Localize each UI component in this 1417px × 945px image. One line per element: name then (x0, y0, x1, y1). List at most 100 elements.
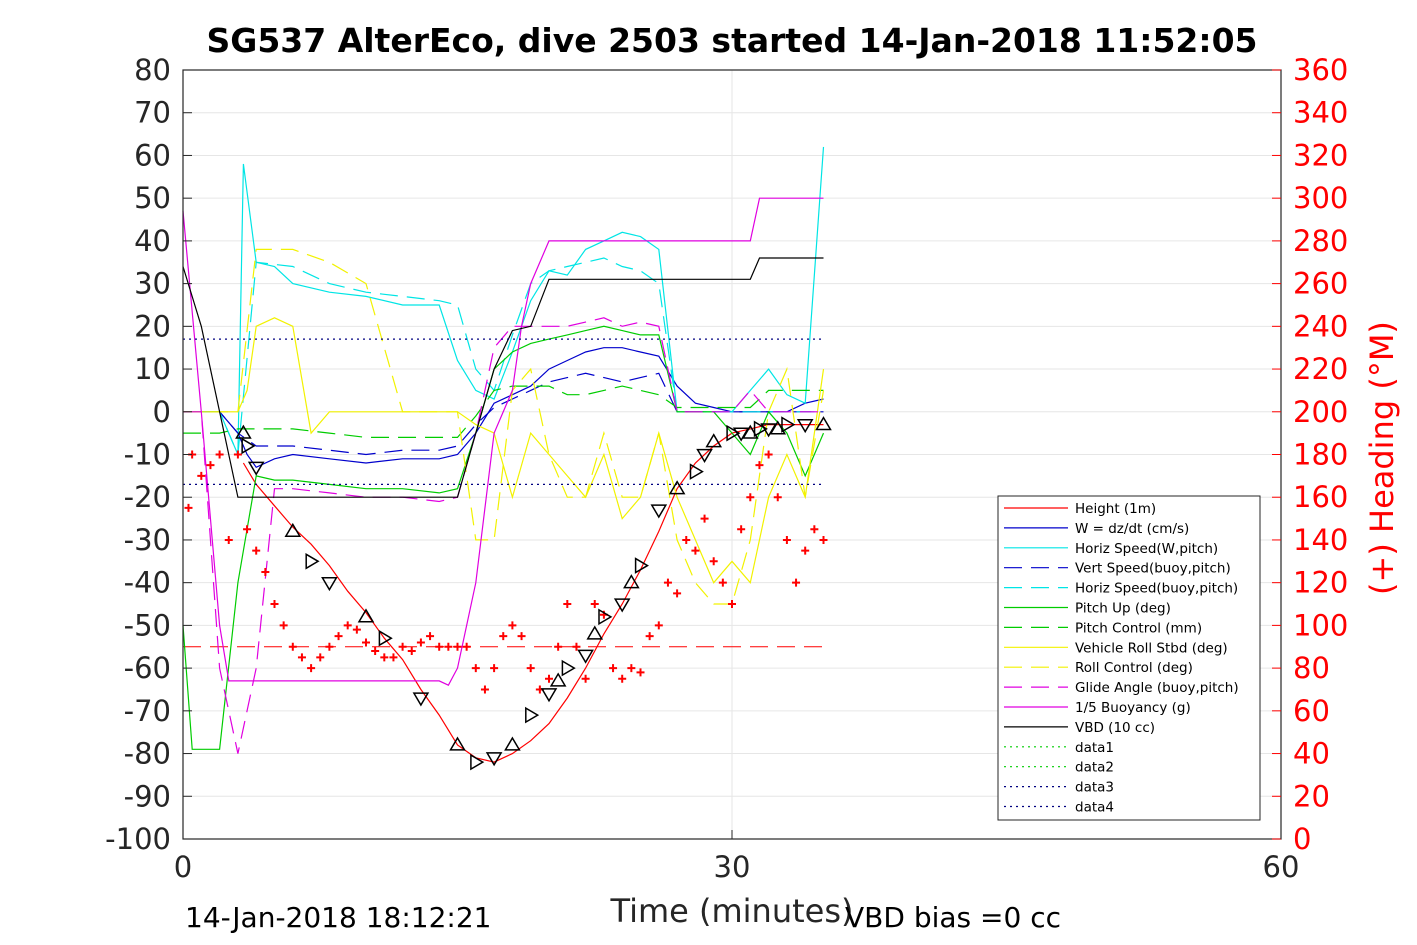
right-tick-label: 300 (1293, 181, 1348, 215)
track-marker (623, 574, 640, 589)
track-marker (284, 522, 302, 538)
track-marker (696, 448, 713, 463)
right-tick-label: 320 (1293, 138, 1348, 172)
heading-point (480, 685, 489, 694)
heading-point (362, 638, 370, 647)
heading-point (764, 450, 773, 459)
heading-point (307, 664, 316, 673)
x-tick-label: 60 (1263, 850, 1300, 884)
heading-point (709, 557, 718, 566)
heading-point (782, 535, 791, 544)
heading-point (416, 638, 425, 647)
series-10-line (182, 197, 824, 686)
left-tick-label: 40 (134, 224, 171, 258)
heading-point (380, 653, 389, 662)
heading-point (426, 632, 435, 641)
heading-point (297, 653, 306, 662)
heading-point (270, 600, 279, 609)
heading-point (773, 493, 782, 502)
legend-label: Roll Control (deg) (1075, 660, 1193, 676)
heading-point (462, 642, 471, 651)
heading-point (636, 668, 645, 677)
left-tick-label: 30 (134, 267, 171, 301)
heading-point (746, 493, 755, 502)
series-4-line (183, 257, 824, 455)
left-tick-label: -80 (124, 737, 171, 771)
left-tick-label: -100 (105, 822, 171, 856)
left-tick-label: -50 (124, 608, 171, 642)
track-marker (796, 418, 814, 434)
heading-point (334, 632, 343, 641)
heading-point (691, 546, 700, 555)
right-tick-label: 80 (1293, 651, 1330, 685)
heading-point (517, 632, 526, 641)
track-marker (241, 437, 256, 455)
triangle-markers (235, 416, 832, 771)
track-marker (378, 629, 393, 647)
heading-point (252, 546, 261, 555)
footer-vbd-bias: VBD bias =0 cc (845, 901, 1061, 934)
series-8-line (183, 248, 825, 605)
heading-point (288, 642, 297, 651)
heading-point (316, 653, 325, 662)
heading-point (215, 450, 224, 459)
track-marker (689, 463, 704, 480)
right-tick-label: 340 (1293, 96, 1348, 130)
legend-label: Height (1m) (1075, 501, 1156, 517)
left-tick-label: 0 (153, 395, 171, 429)
heading-point (197, 471, 206, 480)
legend-label: W = dz/dt (cm/s) (1075, 521, 1189, 537)
track-marker (449, 736, 466, 751)
heading-point (627, 664, 636, 673)
heading-point (508, 621, 517, 630)
track-marker (732, 427, 750, 442)
right-tick-label: 100 (1293, 608, 1348, 642)
series-7-line (183, 317, 825, 585)
track-marker (235, 424, 252, 439)
series-3-line (183, 372, 824, 456)
right-tick-label: 360 (1293, 53, 1348, 87)
heading-point (609, 664, 618, 673)
track-marker (561, 659, 576, 677)
right-tick-label: 40 (1293, 737, 1330, 771)
track-marker (412, 692, 430, 707)
heading-point (819, 535, 828, 544)
track-marker (586, 625, 604, 640)
legend-label: Vehicle Roll Stbd (deg) (1075, 640, 1228, 656)
legend-label: data4 (1075, 800, 1114, 816)
left-tick-label: 50 (134, 181, 171, 215)
heading-point (352, 625, 361, 634)
left-tick-label: 10 (134, 352, 171, 386)
heading-point (371, 647, 380, 656)
heading-point (792, 578, 801, 587)
heading-point (279, 621, 288, 630)
track-marker (321, 577, 338, 592)
heading-point (471, 664, 480, 673)
right-tick-label: 160 (1293, 480, 1348, 514)
x-tick-label: 0 (174, 850, 192, 884)
legend-label: 1/5 Buoyancy (g) (1075, 700, 1191, 716)
track-marker (781, 416, 796, 433)
chart-title: SG537 AlterEco, dive 2503 started 14-Jan… (206, 21, 1257, 60)
series-0-line (242, 424, 824, 763)
right-tick-label: 280 (1293, 224, 1348, 258)
heading-point (755, 461, 764, 470)
heading-point (810, 525, 819, 534)
right-axis-label: (+) Heading (°M) (1363, 321, 1401, 595)
right-tick-label: 140 (1293, 523, 1348, 557)
heading-point (581, 674, 590, 683)
track-marker (760, 423, 777, 438)
left-tick-label: 60 (134, 138, 171, 172)
legend-label: data3 (1075, 780, 1114, 796)
left-tick-label: -10 (124, 438, 171, 472)
track-marker (668, 480, 686, 495)
heading-point (499, 632, 508, 641)
heading-point (801, 546, 810, 555)
right-tick-label: 200 (1293, 395, 1348, 429)
heading-point (545, 674, 553, 683)
series-layer (182, 146, 825, 763)
series-11-line (182, 257, 824, 498)
legend-label: Horiz Speed(W,pitch) (1075, 541, 1218, 557)
track-marker (305, 552, 320, 570)
